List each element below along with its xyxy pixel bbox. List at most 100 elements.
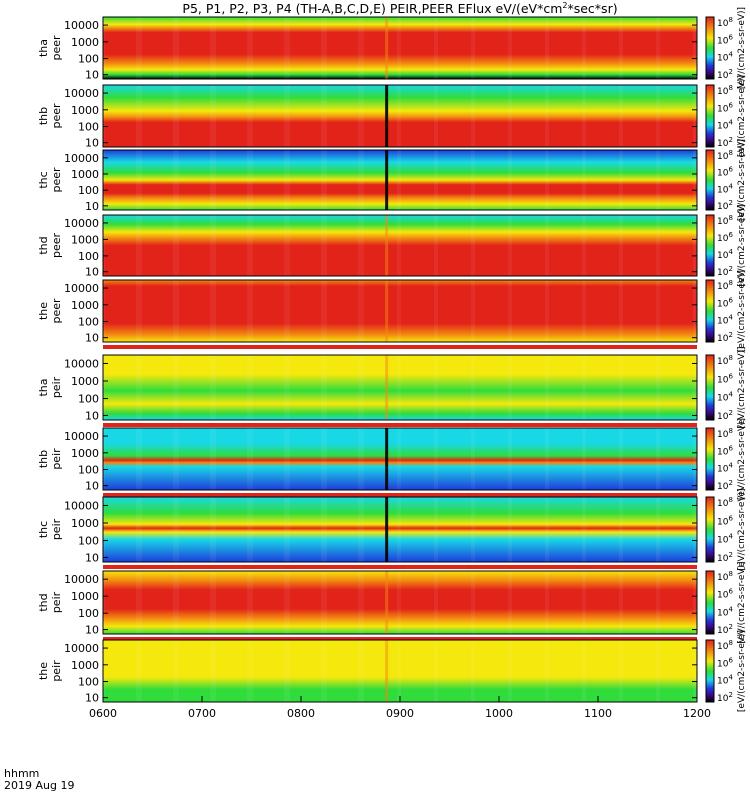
texture-stripe (619, 571, 621, 634)
texture-stripe (212, 215, 214, 276)
colorbar-tick-label: 108 (717, 214, 733, 227)
texture-stripe (286, 355, 288, 420)
x-tick-label: 0600 (89, 707, 117, 720)
texture-stripe (508, 150, 510, 210)
texture-stripe (510, 215, 512, 276)
texture-stripe (358, 17, 360, 79)
texture-stripe (695, 497, 697, 562)
texture-stripe (436, 497, 438, 562)
texture-stripe (140, 428, 142, 490)
texture-stripe (323, 17, 325, 79)
texture-stripe (434, 640, 436, 702)
y-tick-label: 10000 (64, 282, 99, 295)
texture-stripe (325, 428, 327, 490)
texture-stripe (251, 17, 253, 79)
spike-marker (385, 85, 389, 147)
texture-stripe (695, 85, 697, 147)
texture-stripe (177, 571, 179, 634)
texture-stripe (473, 215, 475, 276)
texture-stripe (136, 571, 138, 634)
texture-stripe (323, 640, 325, 702)
texture-stripe (284, 571, 286, 634)
panel-label-product: peir (50, 660, 63, 682)
spectrogram-the-peer (103, 280, 697, 342)
texture-stripe (658, 150, 660, 210)
texture-stripe (658, 571, 660, 634)
texture-stripe (214, 640, 216, 702)
y-tick-label: 10000 (64, 499, 99, 512)
texture-stripe (325, 150, 327, 210)
colorbar-tick-label: 106 (717, 444, 733, 457)
colorbar-tick-label: 104 (717, 674, 733, 687)
texture-stripe (619, 497, 621, 562)
texture-stripe (582, 355, 584, 420)
texture-stripe (619, 215, 621, 276)
texture-stripe (695, 280, 697, 342)
colorbar-tick-label: 102 (717, 691, 733, 704)
colorbar-tick-label: 102 (717, 199, 733, 212)
texture-stripe (136, 17, 138, 79)
texture-stripe (251, 355, 253, 420)
x-tick-label: 1000 (485, 707, 513, 720)
texture-stripe (358, 85, 360, 147)
separator-bar (103, 423, 697, 427)
panel-label-probe: tha (37, 39, 50, 57)
panel-label-product: peer (50, 233, 63, 259)
texture-stripe (547, 497, 549, 562)
texture-stripe (584, 85, 586, 147)
texture-stripe (140, 571, 142, 634)
texture-stripe (323, 571, 325, 634)
separator-bar (103, 493, 697, 497)
y-tick-label: 1000 (71, 168, 99, 181)
texture-stripe (436, 428, 438, 490)
texture-stripe (619, 640, 621, 702)
colorbar-tick-label: 102 (717, 623, 733, 636)
texture-stripe (434, 17, 436, 79)
colorbar-tick-label: 106 (717, 166, 733, 179)
colorbar-tick-label: 106 (717, 231, 733, 244)
texture-stripe (473, 85, 475, 147)
texture-stripe (545, 355, 547, 420)
texture-stripe (136, 215, 138, 276)
colorbar-tick-label: 104 (717, 119, 733, 132)
texture-stripe (362, 640, 364, 702)
texture-stripe (658, 428, 660, 490)
texture-stripe (210, 280, 212, 342)
texture-stripe (547, 17, 549, 79)
texture-stripe (175, 497, 177, 562)
texture-stripe (473, 571, 475, 634)
texture-stripe (251, 571, 253, 634)
y-tick-label: 10000 (64, 217, 99, 230)
texture-stripe (325, 17, 327, 79)
texture-stripe (175, 85, 177, 147)
texture-stripe (177, 150, 179, 210)
y-tick-label: 100 (78, 607, 99, 620)
spectrogram-thc-peer (103, 150, 697, 210)
texture-stripe (473, 150, 475, 210)
texture-stripe (214, 571, 216, 634)
spectrogram-the-peir (103, 640, 697, 702)
colorbar-tick-label: 104 (717, 605, 733, 618)
texture-stripe (288, 280, 290, 342)
texture-stripe (362, 85, 364, 147)
texture-stripe (249, 571, 251, 634)
panel-frame (102, 354, 698, 421)
y-tick-label: 10 (85, 409, 99, 422)
spectrogram-tha-peer (103, 17, 697, 79)
spike-marker (385, 497, 389, 562)
panel-label-probe: the (37, 302, 50, 320)
texture-stripe (397, 355, 399, 420)
y-tick-label: 100 (78, 535, 99, 548)
texture-stripe (508, 355, 510, 420)
texture-stripe (436, 215, 438, 276)
colorbar-tick-label: 104 (717, 248, 733, 261)
texture-stripe (175, 150, 177, 210)
texture-stripe (621, 85, 623, 147)
texture-stripe (471, 571, 473, 634)
texture-stripe (362, 355, 364, 420)
colorbar-unit-label: [eV/(cm2-s-sr-eV)] (737, 346, 747, 428)
texture-stripe (136, 428, 138, 490)
spike-marker (385, 355, 389, 420)
texture-stripe (584, 571, 586, 634)
texture-stripe (397, 17, 399, 79)
